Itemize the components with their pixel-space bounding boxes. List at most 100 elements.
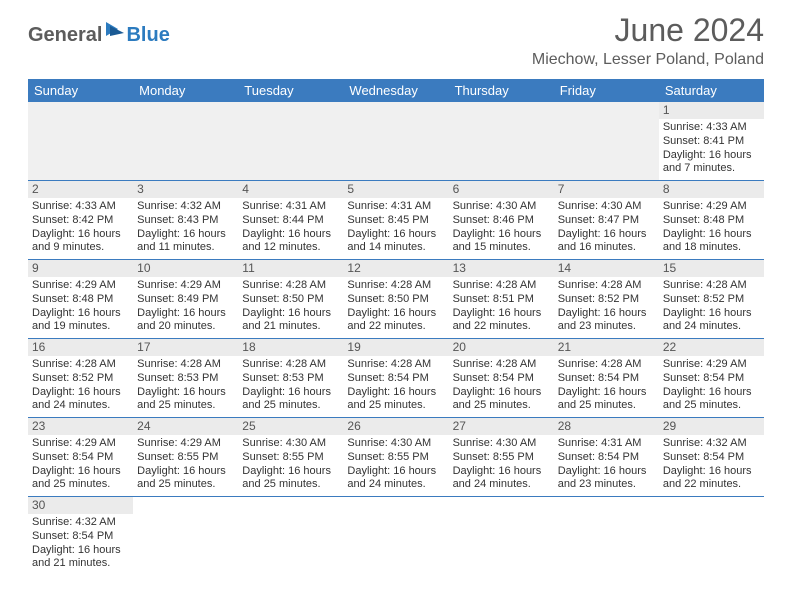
day-header: Thursday <box>449 79 554 102</box>
sunrise-line: Sunrise: 4:28 AM <box>32 358 129 372</box>
day-header-row: SundayMondayTuesdayWednesdayThursdayFrid… <box>28 79 764 102</box>
week-row: 2Sunrise: 4:33 AMSunset: 8:42 PMDaylight… <box>28 181 764 260</box>
day-header: Saturday <box>659 79 764 102</box>
day-cell: 23Sunrise: 4:29 AMSunset: 8:54 PMDayligh… <box>28 418 133 496</box>
sunset-line: Sunset: 8:53 PM <box>137 372 234 386</box>
day-cell: 19 Sunrise: 4:28 AMSunset: 8:54 PMDayligh… <box>343 339 448 417</box>
day-cell: 24Sunrise: 4:29 AMSunset: 8:55 PMDayligh… <box>133 418 238 496</box>
day-number: 14 <box>554 260 659 277</box>
location: Miechow, Lesser Poland, Poland <box>532 51 764 69</box>
daylight-line: Daylight: 16 hours and 7 minutes. <box>663 149 760 177</box>
sunrise-line: Sunrise: 4:28 AM <box>347 358 444 372</box>
day-cell: 18Sunrise: 4:28 AMSunset: 8:53 PMDayligh… <box>238 339 343 417</box>
daylight-line: Daylight: 16 hours and 24 minutes. <box>453 465 550 493</box>
day-header: Friday <box>554 79 659 102</box>
day-number: 21 <box>554 339 659 356</box>
sunset-line: Sunset: 8:50 PM <box>242 293 339 307</box>
sunrise-line: Sunrise: 4:28 AM <box>347 279 444 293</box>
sunset-line: Sunset: 8:46 PM <box>453 214 550 228</box>
sunset-line: Sunset: 8:54 PM <box>558 451 655 465</box>
sunset-line: Sunset: 8:48 PM <box>663 214 760 228</box>
daylight-line: Daylight: 16 hours and 19 minutes. <box>32 307 129 335</box>
sunrise-line: Sunrise: 4:29 AM <box>137 279 234 293</box>
day-number: 16 <box>28 339 133 356</box>
day-number: 19 <box>343 339 448 356</box>
sunrise-line: Sunrise: 4:33 AM <box>32 200 129 214</box>
sunset-line: Sunset: 8:54 PM <box>32 451 129 465</box>
sunrise-line: Sunrise: 4:28 AM <box>453 279 550 293</box>
blank-cell <box>449 497 554 575</box>
day-cell: 2Sunrise: 4:33 AMSunset: 8:42 PMDaylight… <box>28 181 133 259</box>
day-number: 3 <box>133 181 238 198</box>
blank-cell <box>554 102 659 180</box>
day-cell: 27Sunrise: 4:30 AMSunset: 8:55 PMDayligh… <box>449 418 554 496</box>
month-title: June 2024 <box>532 12 764 49</box>
day-cell: 12 Sunrise: 4:28 AMSunset: 8:50 PMDayligh… <box>343 260 448 338</box>
sunset-line: Sunset: 8:48 PM <box>32 293 129 307</box>
day-cell: 20Sunrise: 4:28 AMSunset: 8:54 PMDayligh… <box>449 339 554 417</box>
blank-cell <box>343 497 448 575</box>
day-cell: 9 Sunrise: 4:29 AMSunset: 8:48 PMDaylight… <box>28 260 133 338</box>
day-cell: 1 Sunrise: 4:33 AMSunset: 8:41 PMDaylight… <box>659 102 764 180</box>
sunset-line: Sunset: 8:50 PM <box>347 293 444 307</box>
sunset-line: Sunset: 8:54 PM <box>32 530 129 544</box>
sunrise-line: Sunrise: 4:30 AM <box>242 437 339 451</box>
blank-cell <box>133 102 238 180</box>
sunrise-line: Sunrise: 4:31 AM <box>347 200 444 214</box>
sunset-line: Sunset: 8:55 PM <box>242 451 339 465</box>
week-row: 9Sunrise: 4:29 AMSunset: 8:48 PMDaylight… <box>28 260 764 339</box>
day-cell: 30 Sunrise: 4:32 AMSunset: 8:54 PMDayligh… <box>28 497 133 575</box>
blank-cell <box>449 102 554 180</box>
day-number: 8 <box>659 181 764 198</box>
daylight-line: Daylight: 16 hours and 9 minutes. <box>32 228 129 256</box>
sunrise-line: Sunrise: 4:28 AM <box>558 358 655 372</box>
day-number: 1 <box>659 102 764 119</box>
daylight-line: Daylight: 16 hours and 11 minutes. <box>137 228 234 256</box>
sunset-line: Sunset: 8:52 PM <box>663 293 760 307</box>
sunset-line: Sunset: 8:43 PM <box>137 214 234 228</box>
day-cell: 4Sunrise: 4:31 AMSunset: 8:44 PMDaylight… <box>238 181 343 259</box>
sunrise-line: Sunrise: 4:28 AM <box>242 279 339 293</box>
day-number: 6 <box>449 181 554 198</box>
daylight-line: Daylight: 16 hours and 25 minutes. <box>137 386 234 414</box>
sunrise-line: Sunrise: 4:29 AM <box>32 279 129 293</box>
daylight-line: Daylight: 16 hours and 22 minutes. <box>347 307 444 335</box>
sunset-line: Sunset: 8:49 PM <box>137 293 234 307</box>
day-number: 13 <box>449 260 554 277</box>
sunset-line: Sunset: 8:54 PM <box>347 372 444 386</box>
day-cell: 14Sunrise: 4:28 AMSunset: 8:52 PMDayligh… <box>554 260 659 338</box>
day-number: 12 <box>343 260 448 277</box>
day-cell: 21Sunrise: 4:28 AMSunset: 8:54 PMDayligh… <box>554 339 659 417</box>
day-header: Monday <box>133 79 238 102</box>
sunset-line: Sunset: 8:53 PM <box>242 372 339 386</box>
week-row: 16Sunrise: 4:28 AMSunset: 8:52 PMDayligh… <box>28 339 764 418</box>
daylight-line: Daylight: 16 hours and 25 minutes. <box>347 386 444 414</box>
sunrise-line: Sunrise: 4:32 AM <box>137 200 234 214</box>
day-number: 30 <box>28 497 133 514</box>
day-number: 7 <box>554 181 659 198</box>
header: General Blue June 2024 Miechow, Lesser P… <box>0 0 792 73</box>
sunset-line: Sunset: 8:47 PM <box>558 214 655 228</box>
daylight-line: Daylight: 16 hours and 23 minutes. <box>558 465 655 493</box>
daylight-line: Daylight: 16 hours and 25 minutes. <box>453 386 550 414</box>
day-number: 17 <box>133 339 238 356</box>
day-cell: 8Sunrise: 4:29 AMSunset: 8:48 PMDaylight… <box>659 181 764 259</box>
day-number: 24 <box>133 418 238 435</box>
sunrise-line: Sunrise: 4:32 AM <box>32 516 129 530</box>
sunrise-line: Sunrise: 4:29 AM <box>32 437 129 451</box>
day-cell: 10Sunrise: 4:29 AMSunset: 8:49 PMDayligh… <box>133 260 238 338</box>
daylight-line: Daylight: 16 hours and 21 minutes. <box>32 544 129 572</box>
sunrise-line: Sunrise: 4:28 AM <box>663 279 760 293</box>
daylight-line: Daylight: 16 hours and 21 minutes. <box>242 307 339 335</box>
sunset-line: Sunset: 8:41 PM <box>663 135 760 149</box>
day-cell: 7Sunrise: 4:30 AMSunset: 8:47 PMDaylight… <box>554 181 659 259</box>
daylight-line: Daylight: 16 hours and 20 minutes. <box>137 307 234 335</box>
day-number: 9 <box>28 260 133 277</box>
daylight-line: Daylight: 16 hours and 16 minutes. <box>558 228 655 256</box>
day-number: 11 <box>238 260 343 277</box>
day-number: 15 <box>659 260 764 277</box>
week-row: 1 Sunrise: 4:33 AMSunset: 8:41 PMDaylight… <box>28 102 764 181</box>
logo-text-blue: Blue <box>126 24 169 47</box>
sunrise-line: Sunrise: 4:33 AM <box>663 121 760 135</box>
sunrise-line: Sunrise: 4:29 AM <box>663 358 760 372</box>
